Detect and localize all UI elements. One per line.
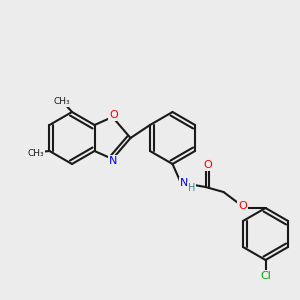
Text: N: N xyxy=(180,178,189,188)
Text: O: O xyxy=(109,110,118,120)
Text: CH₃: CH₃ xyxy=(54,98,70,106)
Text: O: O xyxy=(238,201,247,211)
Text: N: N xyxy=(109,156,118,166)
Text: O: O xyxy=(203,160,212,170)
Text: CH₃: CH₃ xyxy=(27,148,44,158)
Text: Cl: Cl xyxy=(260,271,271,281)
Text: H: H xyxy=(188,183,195,193)
